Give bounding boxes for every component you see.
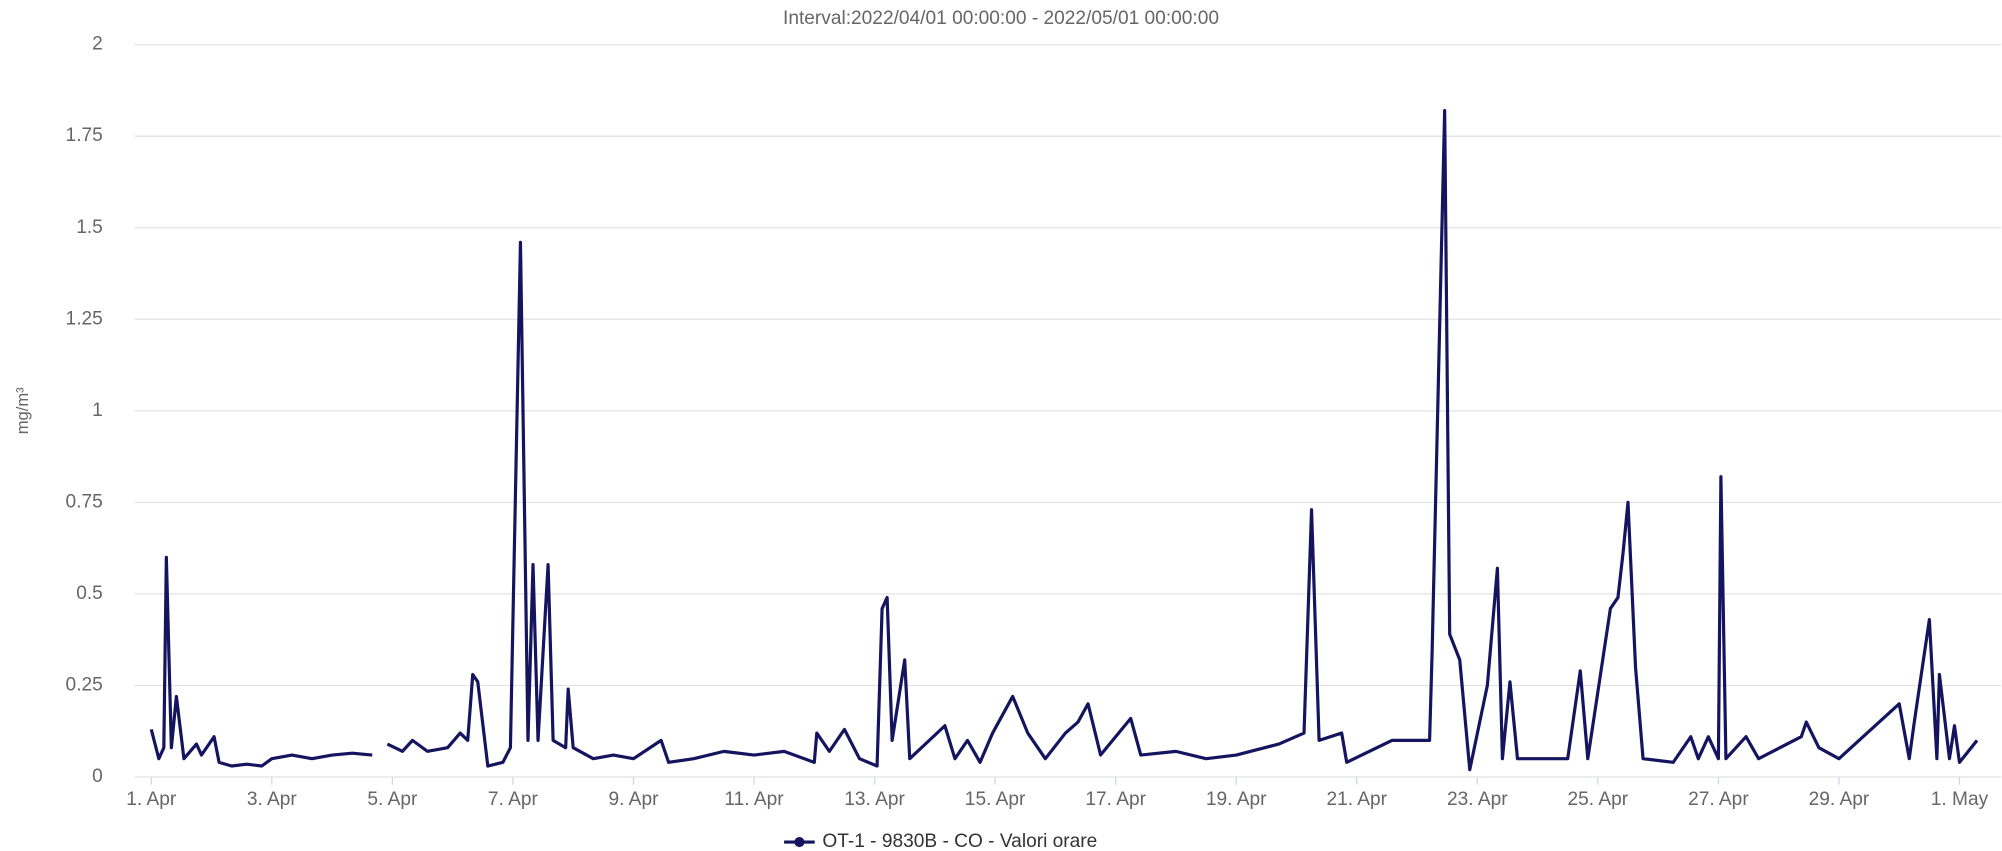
y-tick-label: 1.5 [76,217,103,238]
y-tick-label: 0.5 [76,583,103,604]
x-tick-label: 5. Apr [367,789,418,810]
data-line [149,108,1979,772]
x-tick-label: 27. Apr [1688,789,1749,810]
y-tick-label: 2 [92,34,103,55]
legend-marker [794,836,805,848]
x-tick-label: 15. Apr [965,789,1026,810]
x-tick-label: 29. Apr [1809,789,1870,810]
x-tick-label: 11. Apr [724,789,784,810]
x-tick-label: 25. Apr [1568,789,1629,810]
x-tick-label: 9. Apr [608,789,659,810]
y-tick-label: 1.25 [66,308,103,329]
legend-label: OT-1 - 9830B - CO - Valori orare [822,831,1097,851]
x-tick-label: 17. Apr [1085,789,1146,810]
x-tick-label: 3. Apr [247,789,298,810]
x-tick-label: 1. Apr [126,789,177,810]
x-tick-label: 23. Apr [1447,789,1508,810]
x-tick-label: 19. Apr [1206,789,1267,810]
x-tick-label: 1. May [1931,789,1989,810]
y-tick-label: 0.75 [66,491,103,512]
y-tick-label: 0.25 [66,675,103,696]
y-tick-label: 1 [92,400,103,421]
x-tick-label: 21. Apr [1326,789,1387,810]
chart-title: Interval:2022/04/01 00:00:00 - 2022/05/0… [783,8,1219,29]
y-axis-label: mg/m³ [13,387,32,434]
y-tick-label: 0 [92,766,103,787]
y-tick-label: 1.75 [66,125,103,146]
x-tick-label: 13. Apr [844,789,905,810]
x-tick-label: 7. Apr [488,789,539,810]
